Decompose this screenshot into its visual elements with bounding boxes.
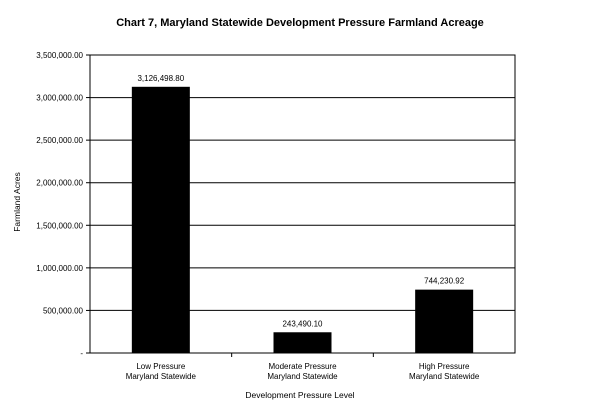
y-tick-label: 1,000,000.00 xyxy=(36,264,83,273)
bar-value-label: 3,126,498.80 xyxy=(137,74,184,83)
x-category-label: Moderate Pressure xyxy=(268,362,337,371)
x-category-label: High Pressure xyxy=(419,362,470,371)
y-tick-label: 1,500,000.00 xyxy=(36,221,83,230)
bar-value-label: 744,230.92 xyxy=(424,277,465,286)
y-tick-label: 3,500,000.00 xyxy=(36,51,83,60)
bar xyxy=(273,332,332,353)
y-axis-ticks: - 500,000.00 1,000,000.00 1,500,000.00 2,000… xyxy=(36,51,90,358)
y-tick-label: 2,000,000.00 xyxy=(36,179,83,188)
y-tick-label: - xyxy=(80,349,83,358)
y-tick-label: 3,000,000.00 xyxy=(36,94,83,103)
x-category-label: Maryland Statewide xyxy=(126,372,197,381)
y-tick-label: 500,000.00 xyxy=(43,306,84,315)
y-tick-label: 2,500,000.00 xyxy=(36,136,83,145)
x-category-label: Low Pressure xyxy=(136,362,185,371)
x-category-label: Maryland Statewide xyxy=(409,372,480,381)
bar-value-label: 243,490.10 xyxy=(282,319,323,328)
x-category-label: Maryland Statewide xyxy=(267,372,338,381)
bars xyxy=(131,86,474,353)
x-axis-title: Development Pressure Level xyxy=(245,390,354,400)
bar xyxy=(131,86,190,353)
bar xyxy=(415,289,474,353)
chart-title: Chart 7, Maryland Statewide Development … xyxy=(116,17,484,29)
data-labels: 3,126,498.80 243,490.10 744,230.92 xyxy=(137,74,464,328)
y-axis-title: Farmland Acres xyxy=(12,172,22,232)
